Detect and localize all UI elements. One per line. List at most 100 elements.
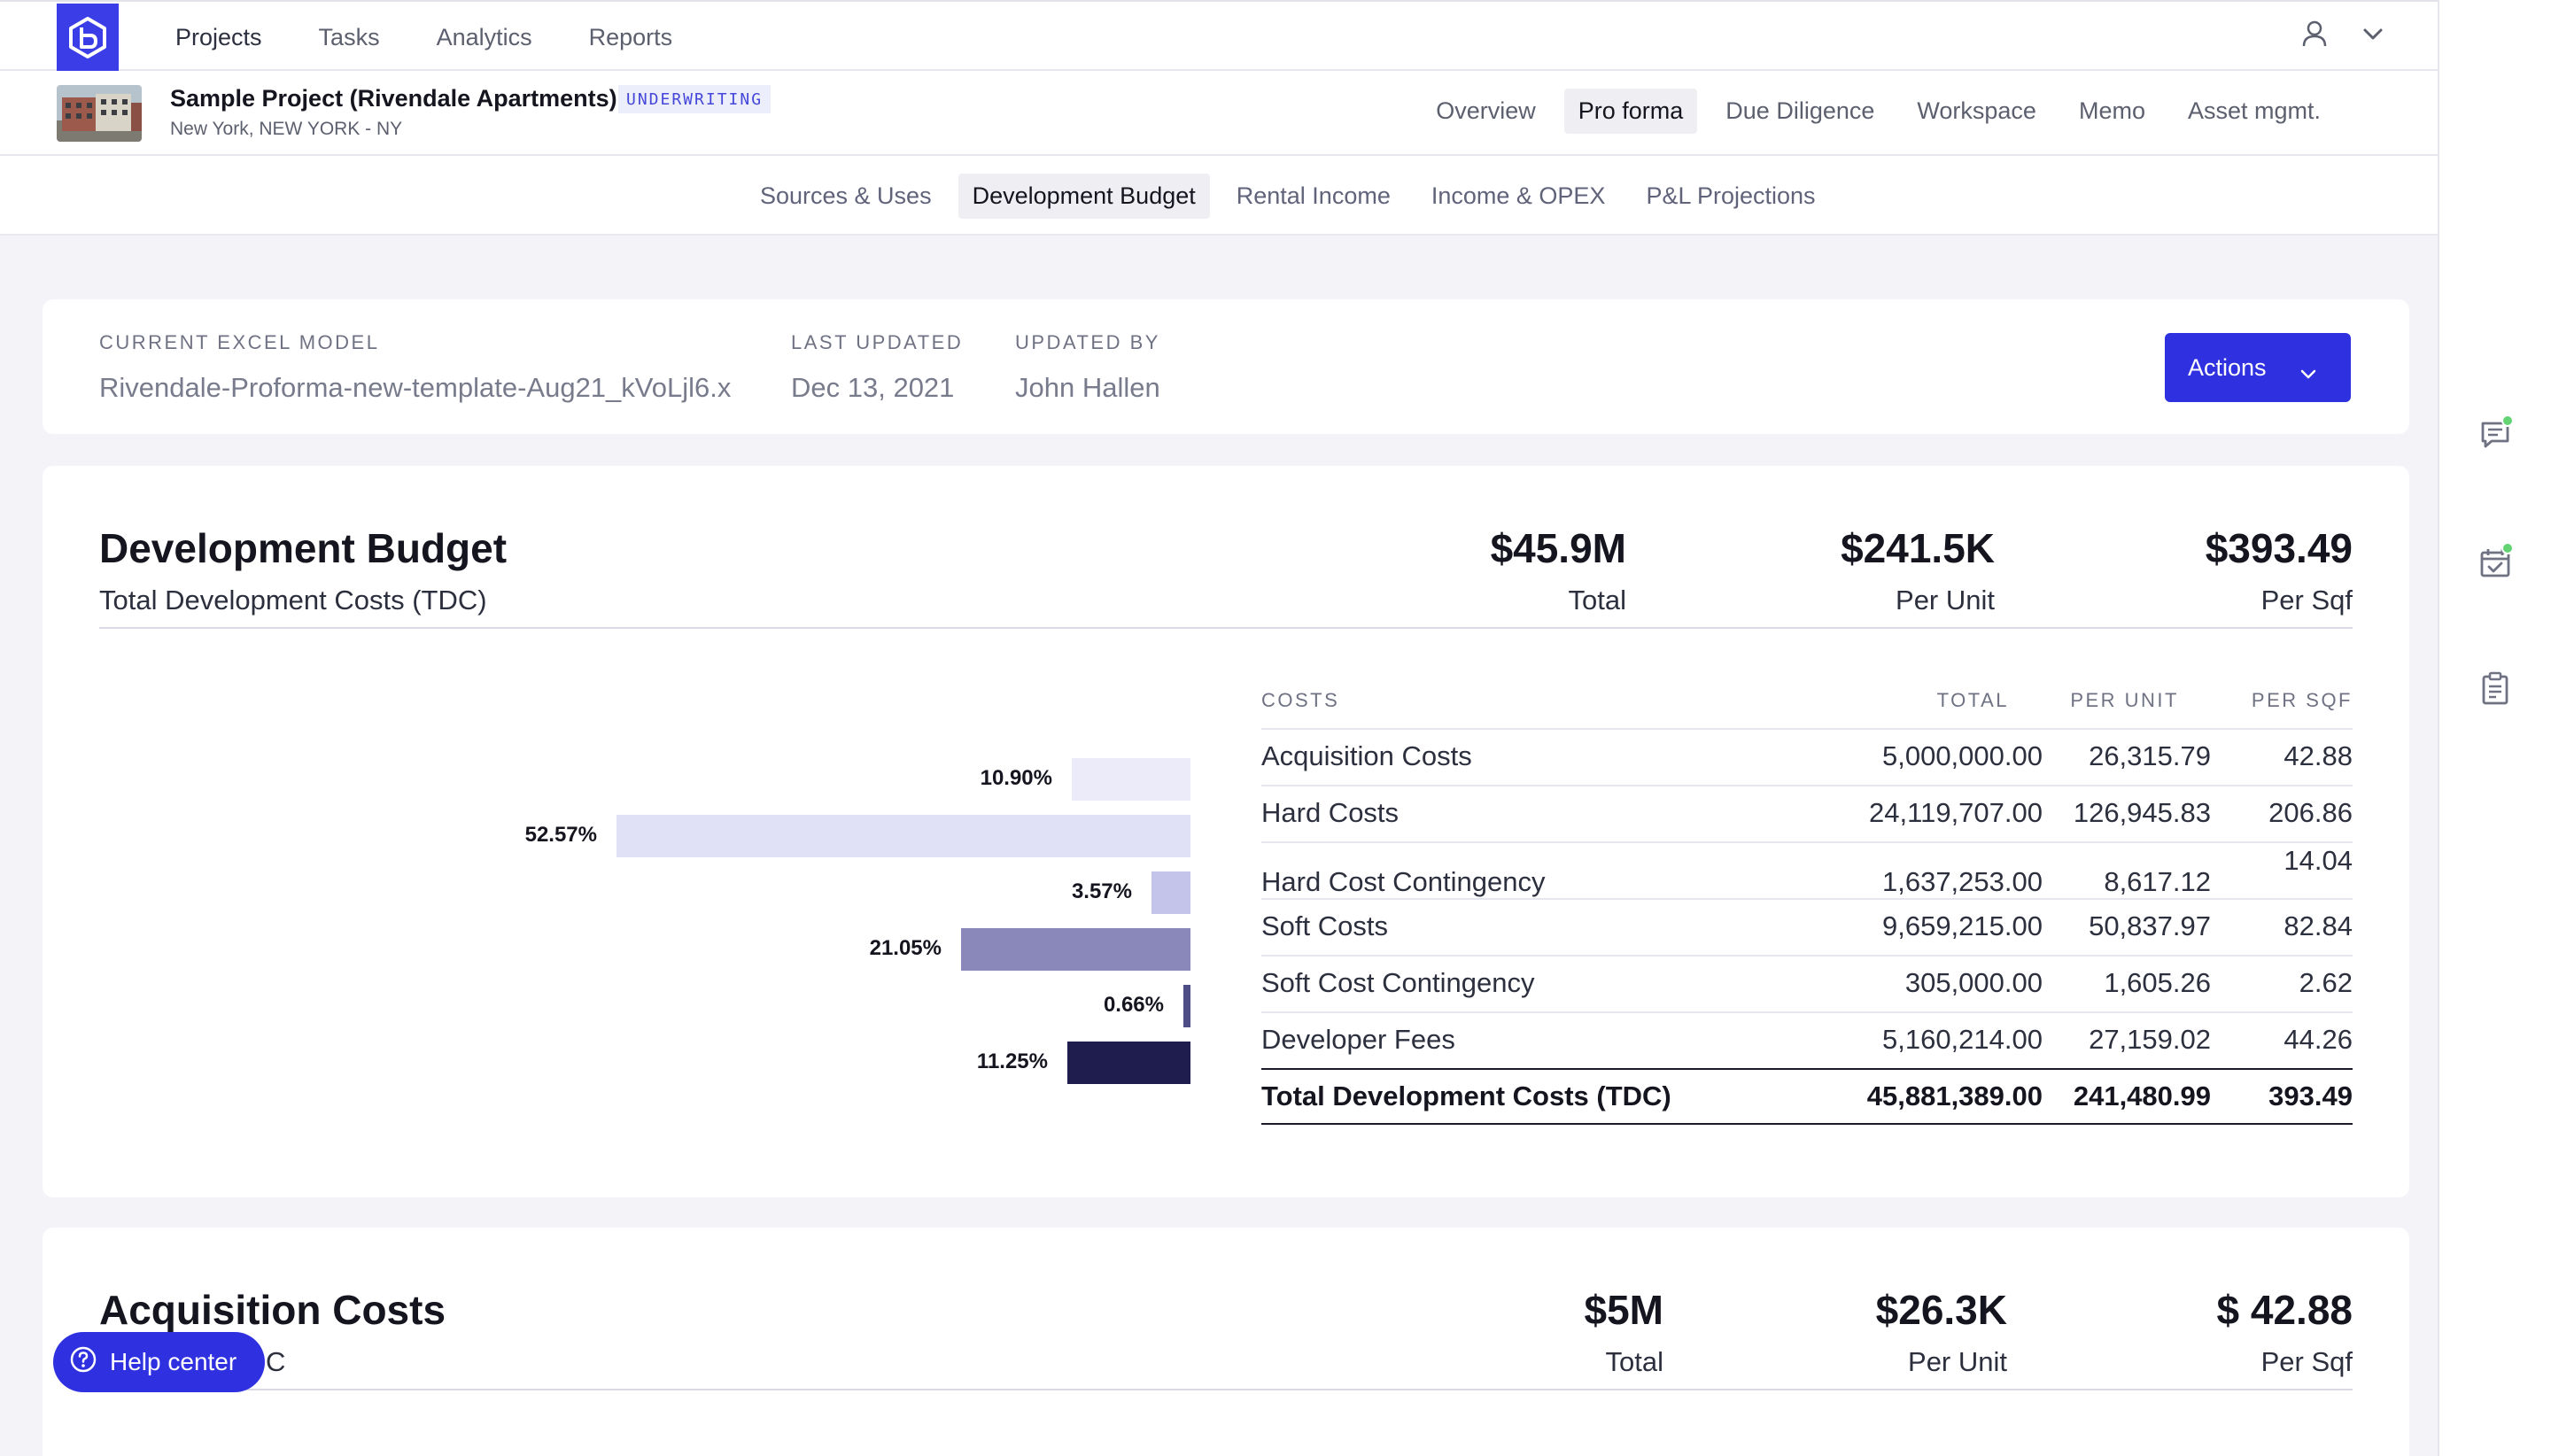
col-per-sqf: PER SQF	[2251, 689, 2353, 711]
metric-total-label: Total	[1568, 585, 1626, 616]
b-logo-icon[interactable]	[57, 4, 119, 71]
metric-per-sqf: $393.49 Per Sqf	[2206, 524, 2353, 616]
top-navbar: Projects Tasks Analytics Reports	[0, 0, 2438, 71]
chart-bar-label: 21.05%	[869, 936, 942, 960]
table-row: Hard Costs 24,119,707.00 126,945.83 206.86	[1261, 785, 2353, 841]
clipboard-icon[interactable]	[2478, 671, 2514, 711]
table-header: COSTS TOTAL PER UNIT PER SQF	[1261, 689, 2353, 728]
project-thumbnail	[57, 85, 142, 142]
project-name: Sample Project (Rivendale Apartments)	[170, 85, 617, 112]
cost-per-sqf: 206.86	[2268, 797, 2353, 828]
development-budget-card: Development Budget Total Development Cos…	[43, 466, 2409, 1197]
metric-per-sqf-label: Per Sqf	[2260, 585, 2353, 616]
tab-memo[interactable]: Memo	[2078, 97, 2145, 124]
cost-per-sqf: 44.26	[2283, 1024, 2353, 1055]
metric-per-sqf-value: $ 42.88	[2216, 1287, 2353, 1333]
cost-total: 45,881,389.00	[1866, 1080, 2043, 1111]
table-row: Soft Cost Contingency 305,000.00 1,605.26 2…	[1261, 955, 2353, 1011]
chart-bar	[1151, 871, 1190, 914]
user-icon[interactable]	[2301, 19, 2328, 52]
chart-bar	[616, 815, 1190, 857]
calendar-check-icon[interactable]	[2478, 542, 2514, 585]
subtab-sources-uses[interactable]: Sources & Uses	[760, 182, 932, 209]
cost-name: Soft Costs	[1261, 910, 1388, 941]
cost-total: 5,000,000.00	[1881, 740, 2043, 771]
actions-button[interactable]: Actions	[2165, 333, 2351, 402]
tab-due-diligence[interactable]: Due Diligence	[1725, 97, 1875, 124]
proforma-subtabs: Sources & Uses Development Budget Rental…	[746, 174, 1830, 219]
subtab-income-opex[interactable]: Income & OPEX	[1431, 182, 1606, 209]
nav-projects[interactable]: Projects	[175, 23, 262, 50]
project-location: New York, NEW YORK - NY	[170, 119, 403, 139]
metric-per-unit: $241.5K Per Unit	[1841, 524, 1995, 616]
nav-tasks[interactable]: Tasks	[318, 23, 380, 50]
cost-total: 305,000.00	[1904, 967, 2043, 998]
excel-model-label: CURRENT EXCEL MODEL	[99, 331, 380, 353]
help-center-button[interactable]: Help center	[53, 1332, 266, 1392]
cost-name: Total Development Costs (TDC)	[1261, 1080, 1671, 1111]
cost-per-unit: 26,315.79	[2089, 740, 2211, 771]
subtab-pl-projections[interactable]: P&L Projections	[1646, 182, 1816, 209]
cost-total: 9,659,215.00	[1881, 910, 2043, 941]
chat-icon[interactable]	[2478, 414, 2514, 458]
chart-bar-label: 10.90%	[980, 766, 1052, 790]
cost-total: 24,119,707.00	[1869, 797, 2043, 828]
chart-bar-label: 3.57%	[1071, 879, 1132, 903]
cost-per-unit: 1,605.26	[2104, 967, 2211, 998]
tab-overview[interactable]: Overview	[1436, 97, 1536, 124]
cost-per-sqf: 14.04	[2283, 845, 2353, 876]
nav-analytics[interactable]: Analytics	[436, 23, 532, 50]
tab-asset-mgmt[interactable]: Asset mgmt.	[2187, 97, 2321, 124]
actions-label: Actions	[2188, 353, 2267, 381]
cost-per-sqf: 2.62	[2299, 967, 2353, 998]
last-updated-value: Dec 13, 2021	[791, 372, 955, 403]
cost-per-sqf: 42.88	[2283, 740, 2353, 771]
table-row: Soft Costs 9,659,215.00 50,837.97 82.84	[1261, 898, 2353, 955]
chart-bar	[1072, 758, 1190, 801]
cost-per-unit: 8,617.12	[2104, 866, 2211, 897]
cost-name: Developer Fees	[1261, 1024, 1455, 1055]
question-circle-icon	[69, 1345, 97, 1380]
chart-bar	[1067, 1042, 1190, 1084]
chart-bar-label: 11.25%	[976, 1049, 1048, 1073]
help-center-label: Help center	[110, 1348, 237, 1375]
right-rail	[2438, 0, 2551, 1456]
tab-workspace[interactable]: Workspace	[1917, 97, 2036, 124]
table-row: Hard Cost Contingency 1,637,253.00 8,617.1…	[1261, 841, 2353, 898]
excel-model-card: CURRENT EXCEL MODEL Rivendale-Proforma-n…	[43, 299, 2409, 434]
cost-per-unit: 126,945.83	[2073, 797, 2211, 828]
cost-per-unit: 241,480.99	[2073, 1080, 2211, 1111]
cost-name: Hard Costs	[1261, 797, 1400, 828]
chart-bar-label: 0.66%	[1103, 993, 1164, 1017]
excel-model-value[interactable]: Rivendale-Proforma-new-template-Aug21_kV…	[99, 372, 732, 403]
metric-total: $45.9M Total	[1491, 524, 1626, 616]
cost-per-sqf: 393.49	[2268, 1080, 2353, 1111]
project-header: Sample Project (Rivendale Apartments) Ne…	[0, 71, 2438, 156]
metric-per-unit-value: $26.3K	[1875, 1287, 2007, 1333]
nav-reports[interactable]: Reports	[588, 23, 673, 50]
cost-per-sqf: 82.84	[2283, 910, 2353, 941]
chevron-down-icon[interactable]	[2361, 25, 2384, 47]
tab-pro-forma[interactable]: Pro forma	[1563, 89, 1698, 134]
metric-per-unit-value: $241.5K	[1841, 525, 1995, 571]
subtab-development-budget[interactable]: Development Budget	[958, 174, 1210, 219]
cost-name: Acquisition Costs	[1261, 740, 1472, 771]
user-menu	[2301, 19, 2384, 52]
cost-name: Soft Cost Contingency	[1261, 967, 1535, 998]
table-body: Acquisition Costs 5,000,000.00 26,315.79 42…	[1261, 728, 2353, 1125]
main-content: CURRENT EXCEL MODEL Rivendale-Proforma-n…	[0, 236, 2438, 1456]
section-divider	[99, 1389, 2353, 1390]
metric-per-sqf-value: $393.49	[2205, 525, 2353, 571]
acquisition-costs-card: Acquisition Costs C $5M Total $26.3K Per…	[43, 1228, 2409, 1456]
proforma-subtabs-bar: Sources & Uses Development Budget Rental…	[0, 156, 2438, 236]
cost-total: 1,637,253.00	[1881, 866, 2043, 897]
last-updated-label: LAST UPDATED	[791, 331, 964, 353]
main-nav: Projects Tasks Analytics Reports	[175, 2, 729, 73]
cost-name: Hard Cost Contingency	[1261, 866, 1546, 897]
section-title: Development Budget	[99, 525, 508, 571]
subtab-rental-income[interactable]: Rental Income	[1236, 182, 1391, 209]
chart-bar	[1183, 985, 1190, 1027]
updated-by-label: UPDATED BY	[1015, 331, 1160, 353]
metric-per-sqf-label: Per Sqf	[2260, 1346, 2353, 1377]
section-subtitle-partial: C	[266, 1346, 286, 1377]
